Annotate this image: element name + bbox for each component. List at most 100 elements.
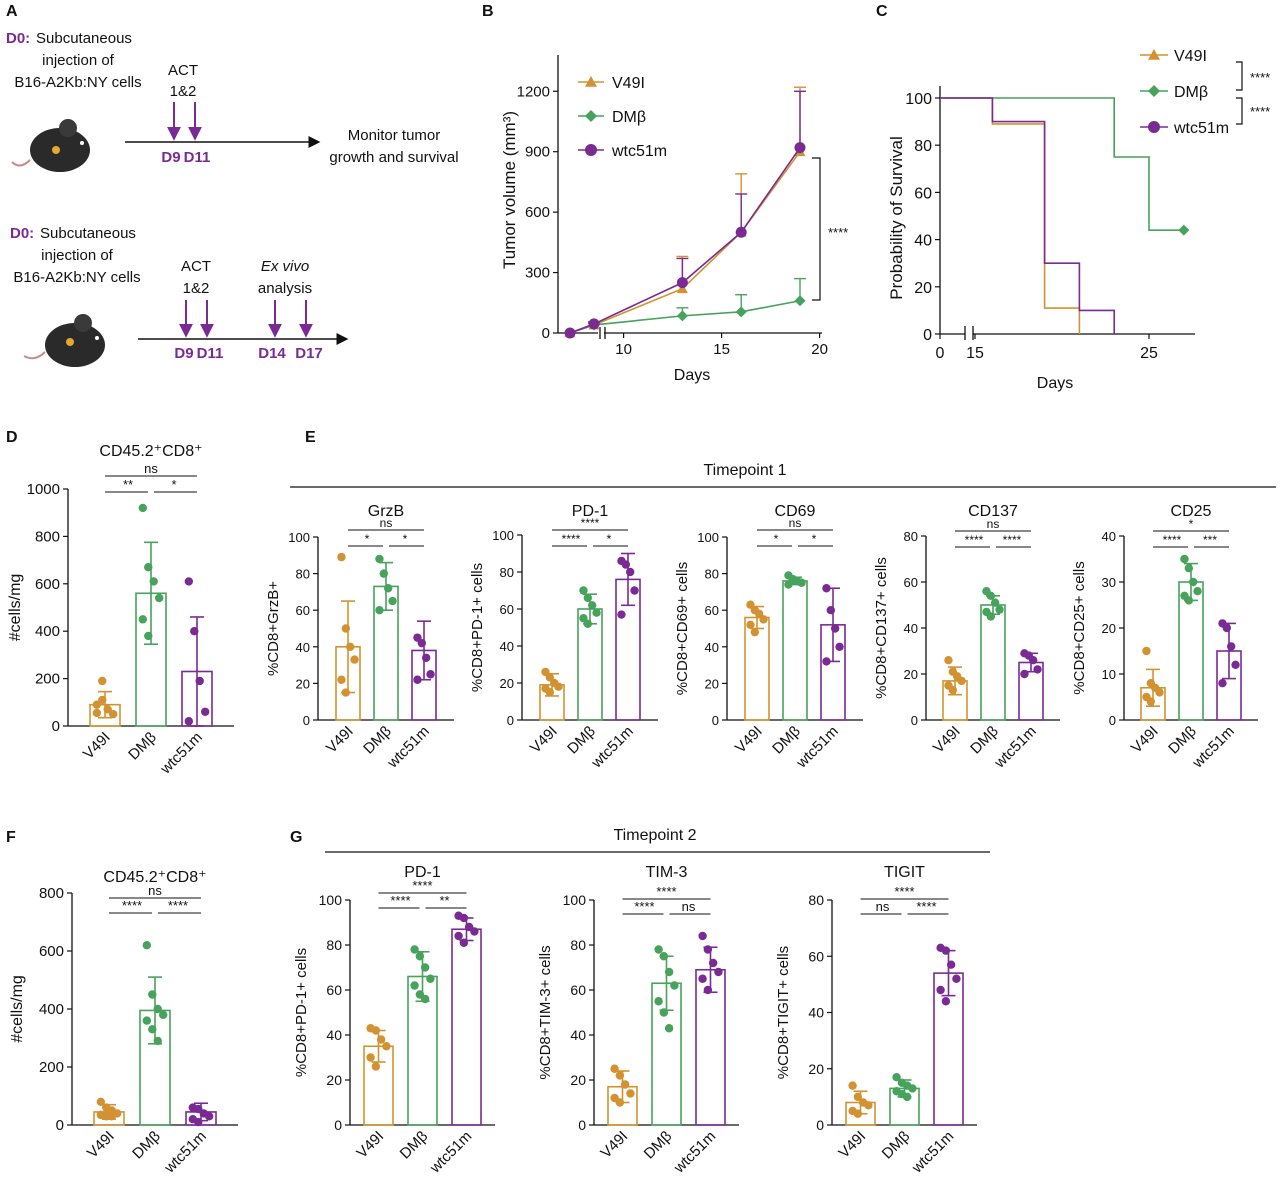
data-point-wtc51m <box>625 567 635 577</box>
data-point-end-dmb <box>1178 224 1190 236</box>
data-point-dm <box>144 631 153 641</box>
panel-letter-f: F <box>6 829 16 846</box>
significance-label: *** <box>1203 533 1217 547</box>
y-tick-label: 0 <box>56 1117 64 1134</box>
data-point-v49i <box>382 1042 391 1051</box>
y-tick-label: 40 <box>914 233 932 250</box>
data-point-dm <box>664 1024 674 1033</box>
data-point-wtc51m <box>1020 669 1029 679</box>
data-point-dm <box>995 605 1004 614</box>
data-point-v49i <box>103 705 112 714</box>
y-tick-label: 20 <box>904 667 918 682</box>
y-tick-label: 0 <box>816 1117 824 1133</box>
significance-bracket <box>1236 97 1243 125</box>
day-label-d9: D9 <box>161 149 180 166</box>
timepoint-1-title: Timepoint 1 <box>704 462 787 479</box>
significance-label: * <box>1189 517 1194 531</box>
y-axis-label: %CD8+TIGIT+ cells <box>775 946 792 1079</box>
y-tick-label: 100 <box>288 530 310 545</box>
bar-dm <box>980 604 1006 721</box>
x-tick-label-v49i: V49I <box>835 1128 869 1162</box>
legend-marker-dm <box>585 110 597 122</box>
data-point-dm <box>587 601 597 610</box>
x-tick-label: 0 <box>936 345 945 362</box>
data-point-dm <box>426 974 435 983</box>
y-tick-label: 100 <box>319 892 343 908</box>
data-point-wtc51m <box>200 707 210 716</box>
bar-chart-g3: 0 20 40 60 80 %CD8+TIGIT+ cells TIGIT V49I DMβwt… <box>775 864 977 1177</box>
significance-label: ns <box>789 516 802 530</box>
y-tick-label: 40 <box>705 640 719 655</box>
y-tick-label: 40 <box>808 1005 824 1021</box>
series-wtc51m <box>564 90 806 339</box>
significance-label: **** <box>412 878 432 893</box>
y-tick-label: 0 <box>1109 713 1116 728</box>
data-point-wtc51m <box>459 938 469 947</box>
y-tick-label: 600 <box>35 576 60 593</box>
bar-chart-d: 0 200 400 600 800 1000 #cells/mg CD45.2⁺CD8⁺ V49… <box>7 443 234 778</box>
data-point-dm <box>654 997 663 1006</box>
chart-title: TIM-3 <box>646 864 688 881</box>
data-point-wtc51m <box>952 974 961 983</box>
y-tick-label: 100 <box>905 91 932 108</box>
data-point-wtc51m <box>794 142 806 154</box>
chart-title: GrzB <box>368 503 404 520</box>
series-line-v49i <box>940 97 1081 334</box>
significance-label: **** <box>828 225 848 240</box>
x-tick-label-v49i: V49I <box>597 1128 631 1162</box>
data-point-v49i <box>371 1062 381 1071</box>
y-tick-label: 400 <box>35 623 60 640</box>
series-line-dm <box>940 97 1184 231</box>
chart-title: TIGIT <box>884 864 925 881</box>
data-point-v49i <box>610 1064 619 1073</box>
legend-label-wtc51m: wtc51m <box>611 143 667 160</box>
y-axis-label: #cells/mg <box>9 975 26 1043</box>
y-tick-label: 60 <box>570 982 586 998</box>
significance-label: **** <box>1163 533 1182 547</box>
data-point-wtc51m <box>1218 679 1227 688</box>
data-point-v49i <box>96 1097 106 1107</box>
data-point-wtc51m <box>822 584 831 593</box>
x-tick-label-dm: DMβ <box>641 1128 676 1163</box>
x-tick-label: 20 <box>811 341 828 358</box>
x-tick-label-wtc51m: wtc51m <box>384 723 433 772</box>
x-tick-label-wtc51m: wtc51m <box>426 1128 475 1177</box>
y-tick-label: 60 <box>808 948 824 964</box>
data-point-dm <box>420 963 430 972</box>
data-point-dm <box>410 981 419 990</box>
line-chart-tumor-volume: 0 300 600 900 1200 10 15 20 Days Tumor volume (mm… <box>500 55 848 384</box>
data-point-v49i <box>948 685 958 695</box>
panel-letter-d: D <box>6 429 18 446</box>
data-point-wtc51m <box>936 985 945 995</box>
y-tick-label: 0 <box>507 713 514 728</box>
data-point-dm <box>410 945 419 954</box>
data-point-v49i <box>750 627 760 637</box>
significance-label: * <box>403 532 408 546</box>
y-axis-label: %CD8+CD69+ cells <box>674 562 691 695</box>
chart-title: CD45.2⁺CD8⁺ <box>103 869 206 886</box>
y-tick-label: 60 <box>914 185 932 202</box>
y-tick-label: 0 <box>923 327 932 344</box>
data-point-dm <box>388 596 397 606</box>
y-tick-label: 0 <box>303 713 310 728</box>
significance-label: **** <box>168 898 188 913</box>
chart-title: CD137 <box>968 503 1018 520</box>
y-tick-label: 80 <box>296 567 310 582</box>
y-tick-label: 20 <box>296 676 310 691</box>
significance-bracket <box>812 157 821 301</box>
significance-label: * <box>365 532 370 546</box>
panel-letter-g: G <box>290 829 302 846</box>
y-tick-label: 900 <box>525 144 550 161</box>
data-point-v49i <box>345 642 355 651</box>
x-axis-label: Days <box>1037 375 1073 392</box>
y-tick-label: 30 <box>1102 575 1116 590</box>
y-tick-label: 60 <box>705 603 719 618</box>
y-tick-label: 20 <box>570 1072 586 1088</box>
data-point-dm <box>142 941 152 950</box>
y-tick-label: 0 <box>911 713 918 728</box>
day-label-b-d14: D14 <box>258 345 286 362</box>
x-tick-label-dm: DMβ <box>769 723 804 758</box>
legend-label-v49i: V49I <box>1174 48 1207 65</box>
data-point-dm <box>138 615 148 624</box>
